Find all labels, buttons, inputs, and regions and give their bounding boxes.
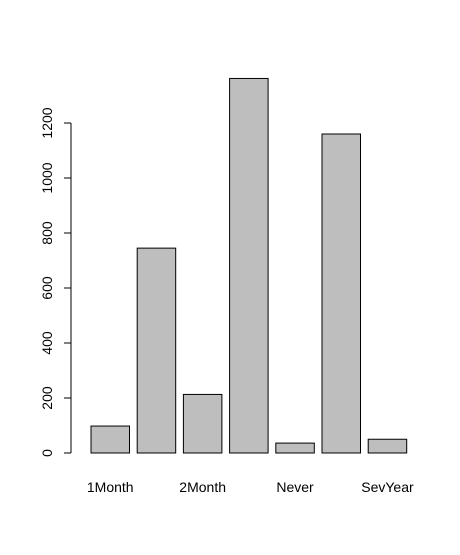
y-tick-label: 1000 bbox=[39, 162, 55, 193]
bar-4 bbox=[275, 442, 315, 454]
y-tick-label: 0 bbox=[39, 449, 55, 457]
bars-group bbox=[90, 77, 408, 454]
y-tick-label: 200 bbox=[39, 386, 55, 410]
bar-6 bbox=[367, 438, 408, 454]
x-axis-labels: 1Month 2Month Never SevYear bbox=[87, 479, 414, 495]
x-category-label: SevYear bbox=[361, 479, 414, 495]
bar-0 bbox=[90, 425, 130, 454]
x-category-label: Never bbox=[276, 479, 314, 495]
bar-3 bbox=[229, 77, 269, 454]
bar-5 bbox=[321, 133, 361, 454]
y-tick-label: 600 bbox=[39, 276, 55, 300]
x-category-label: 1Month bbox=[87, 479, 134, 495]
bar-1 bbox=[136, 247, 177, 454]
bar-2 bbox=[182, 393, 223, 454]
y-tick-label: 800 bbox=[39, 221, 55, 245]
y-axis: 0 200 400 600 800 1000 1200 bbox=[39, 107, 72, 457]
y-tick-label: 1200 bbox=[39, 107, 55, 138]
y-tick-label: 400 bbox=[39, 331, 55, 355]
x-category-label: 2Month bbox=[179, 479, 226, 495]
